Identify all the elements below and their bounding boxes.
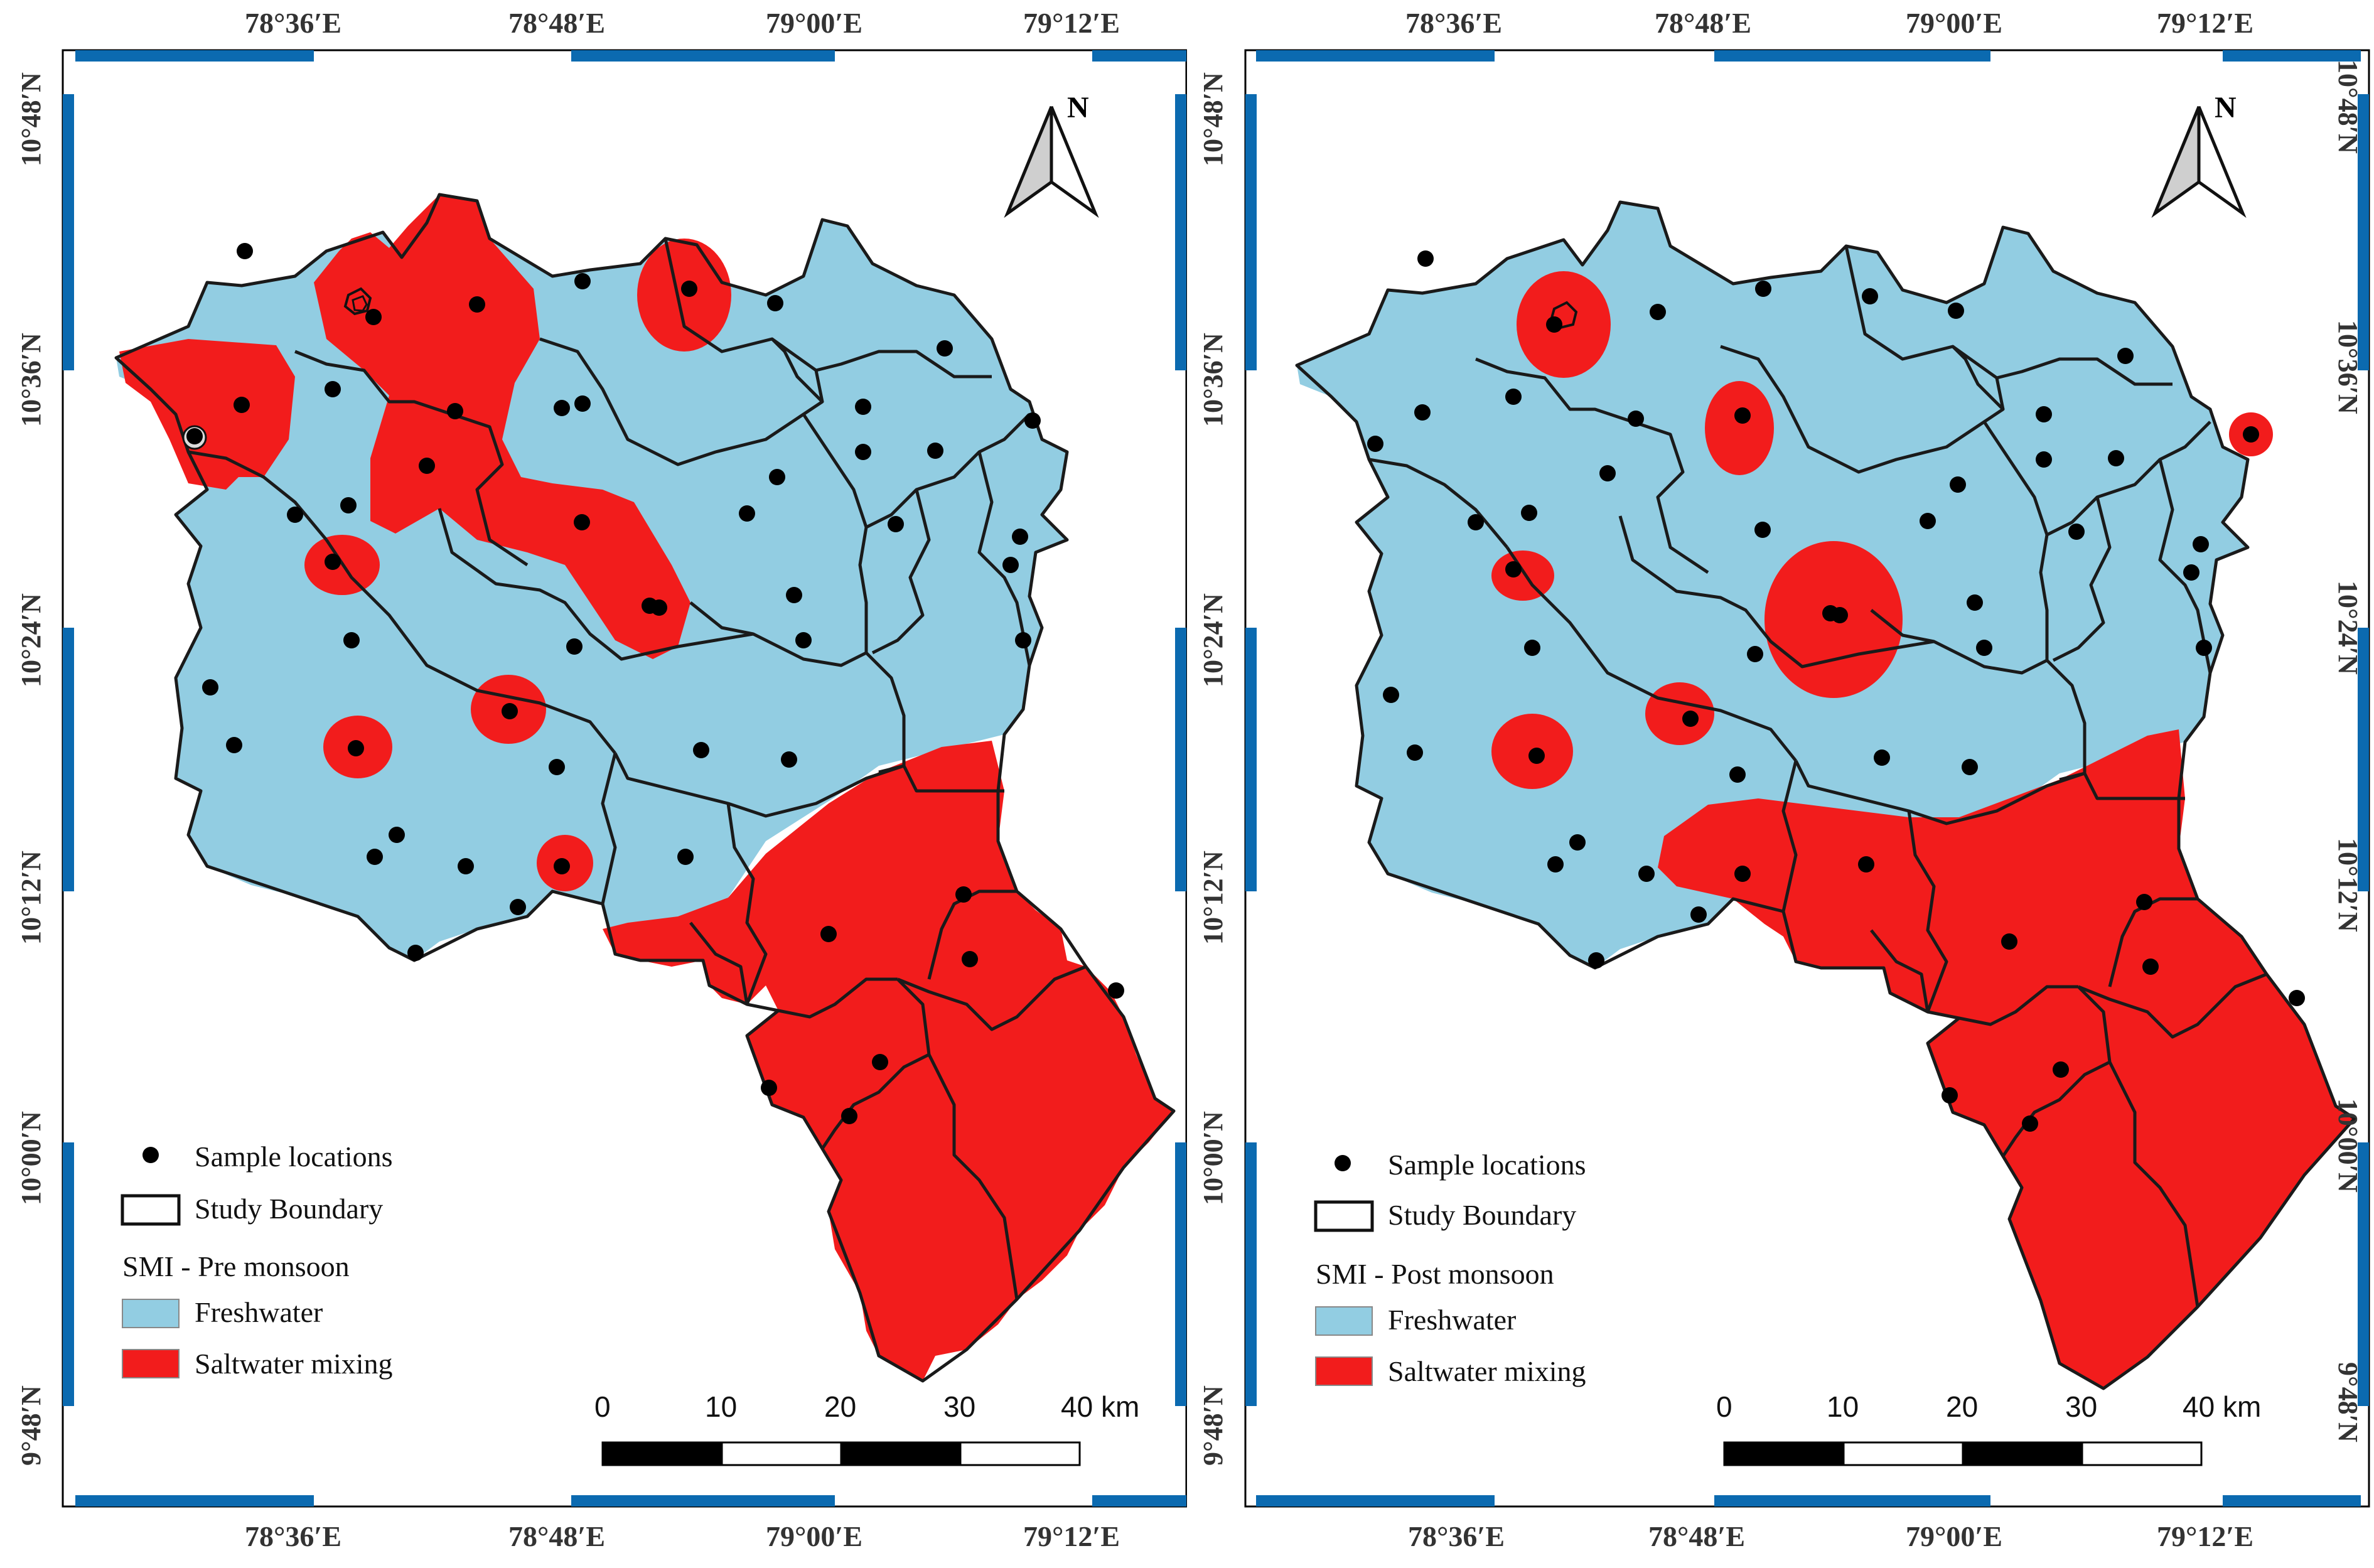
saltwater-zone bbox=[1705, 381, 1774, 475]
scale-tick-label: 0 bbox=[1716, 1390, 1732, 1423]
map-canvas bbox=[1244, 49, 2370, 1508]
latitude-label-left: 10°36′N bbox=[16, 333, 46, 427]
scale-tick-label: 10 bbox=[1827, 1390, 1859, 1423]
legend-saltwater-label: Saltwater mixing bbox=[195, 1348, 393, 1380]
longitude-label-top: 78°36′E bbox=[245, 7, 342, 39]
longitude-label-bottom: 78°48′E bbox=[1648, 1520, 1746, 1552]
scale-tick-label: 10 bbox=[705, 1390, 738, 1423]
scale-tick-label: 20 bbox=[824, 1390, 857, 1423]
longitude-label-bottom: 78°36′E bbox=[245, 1520, 342, 1552]
scale-bar bbox=[1723, 1441, 2203, 1466]
district-boundaries bbox=[114, 193, 1176, 1383]
longitude-label-top: 78°36′E bbox=[1405, 7, 1503, 39]
legend-freshwater-swatch bbox=[1315, 1306, 1373, 1336]
legend-saltwater-label: Saltwater mixing bbox=[1388, 1355, 1586, 1387]
legend-freshwater-label: Freshwater bbox=[195, 1296, 323, 1328]
saltwater-zone bbox=[1517, 271, 1611, 378]
map-panel-post-monsoon: 78°36′E 78°48′E 79°00′E 79°12′E 78°36′E … bbox=[1187, 0, 2374, 1568]
latitude-label-left: 10°12′N bbox=[1198, 851, 1228, 945]
legend-boundary-symbol bbox=[121, 1194, 181, 1226]
district-boundaries bbox=[1295, 200, 2356, 1390]
legend-sample-symbol bbox=[142, 1147, 159, 1163]
longitude-label-bottom: 78°48′E bbox=[508, 1520, 606, 1552]
scale-bar bbox=[601, 1441, 1081, 1466]
north-letter: N bbox=[2215, 91, 2237, 124]
legend-boundary-symbol bbox=[1314, 1200, 1374, 1232]
latitude-label-right: 9°48′N bbox=[2333, 1362, 2363, 1442]
longitude-label-top: 79°12′E bbox=[2157, 7, 2254, 39]
scale-tick-label: 40 km bbox=[1061, 1390, 1140, 1423]
legend-boundary-label: Study Boundary bbox=[1388, 1199, 1577, 1231]
longitude-label-bottom: 79°00′E bbox=[1906, 1520, 2003, 1552]
longitude-label-top: 79°00′E bbox=[766, 7, 863, 39]
sample-points bbox=[186, 243, 1124, 1124]
legend-saltwater-swatch bbox=[122, 1349, 180, 1378]
legend-title: SMI - Pre monsoon bbox=[122, 1250, 350, 1282]
scale-tick-label: 20 bbox=[1946, 1390, 1979, 1423]
latitude-label-left: 10°48′N bbox=[16, 72, 46, 166]
saltwater-zone bbox=[1658, 729, 2355, 1388]
latitude-label-left: 10°24′N bbox=[16, 593, 46, 687]
saltwater-zone bbox=[119, 339, 295, 490]
scale-tick-label: 30 bbox=[943, 1390, 976, 1423]
latitude-label-right: 10°24′N bbox=[2333, 581, 2363, 675]
saltwater-zone bbox=[1645, 682, 1714, 745]
legend-sample-label: Sample locations bbox=[1388, 1149, 1586, 1181]
latitude-label-left: 10°12′N bbox=[16, 851, 46, 945]
sample-points bbox=[1367, 250, 2305, 1132]
latitude-label-right: 10°48′N bbox=[2333, 60, 2363, 154]
longitude-label-bottom: 78°36′E bbox=[1408, 1520, 1505, 1552]
longitude-label-bottom: 79°12′E bbox=[2157, 1520, 2254, 1552]
legend-title: SMI - Post monsoon bbox=[1316, 1258, 1554, 1290]
latitude-label-right: 10°36′N bbox=[2333, 320, 2363, 414]
latitude-label-left: 10°36′N bbox=[1198, 333, 1228, 427]
longitude-label-top: 79°12′E bbox=[1023, 7, 1120, 39]
latitude-label-right: 10°12′N bbox=[2333, 838, 2363, 932]
north-arrow-icon bbox=[1004, 106, 1099, 218]
map-panel-pre-monsoon: 78°36′E 78°48′E 79°00′E 79°12′E 78°36′E … bbox=[16, 7, 1187, 1552]
saltwater-zone bbox=[314, 195, 690, 659]
latitude-label-left: 9°48′N bbox=[16, 1385, 46, 1466]
legend-sample-symbol bbox=[1335, 1155, 1351, 1171]
urban-area-marker bbox=[343, 287, 372, 316]
latitude-label-right: 10°00′N bbox=[2333, 1098, 2363, 1193]
longitude-label-top: 78°48′E bbox=[1655, 7, 1752, 39]
map-canvas bbox=[62, 49, 1187, 1508]
legend-sample-label: Sample locations bbox=[195, 1141, 393, 1173]
north-letter: N bbox=[1067, 91, 1089, 124]
legend-saltwater-swatch bbox=[1315, 1356, 1373, 1386]
legend-freshwater-swatch bbox=[122, 1299, 180, 1328]
scale-tick-label: 30 bbox=[2065, 1390, 2098, 1423]
longitude-label-bottom: 79°12′E bbox=[1023, 1520, 1120, 1552]
longitude-label-top: 79°00′E bbox=[1906, 7, 2003, 39]
legend-boundary-label: Study Boundary bbox=[195, 1193, 384, 1225]
saltwater-zone bbox=[603, 741, 1174, 1381]
latitude-label-left: 9°48′N bbox=[1198, 1385, 1228, 1466]
latitude-label-left: 10°00′N bbox=[16, 1111, 46, 1205]
latitude-label-left: 10°24′N bbox=[1198, 593, 1228, 687]
north-arrow-icon bbox=[2151, 106, 2247, 218]
latitude-label-left: 10°48′N bbox=[1198, 72, 1228, 166]
scale-tick-label: 40 km bbox=[2183, 1390, 2262, 1423]
longitude-label-bottom: 79°00′E bbox=[766, 1520, 863, 1552]
saltwater-zone bbox=[1491, 550, 1554, 601]
scale-tick-label: 0 bbox=[594, 1390, 611, 1423]
legend-freshwater-label: Freshwater bbox=[1388, 1304, 1517, 1336]
latitude-label-left: 10°00′N bbox=[1198, 1111, 1228, 1205]
longitude-label-top: 78°48′E bbox=[508, 7, 606, 39]
